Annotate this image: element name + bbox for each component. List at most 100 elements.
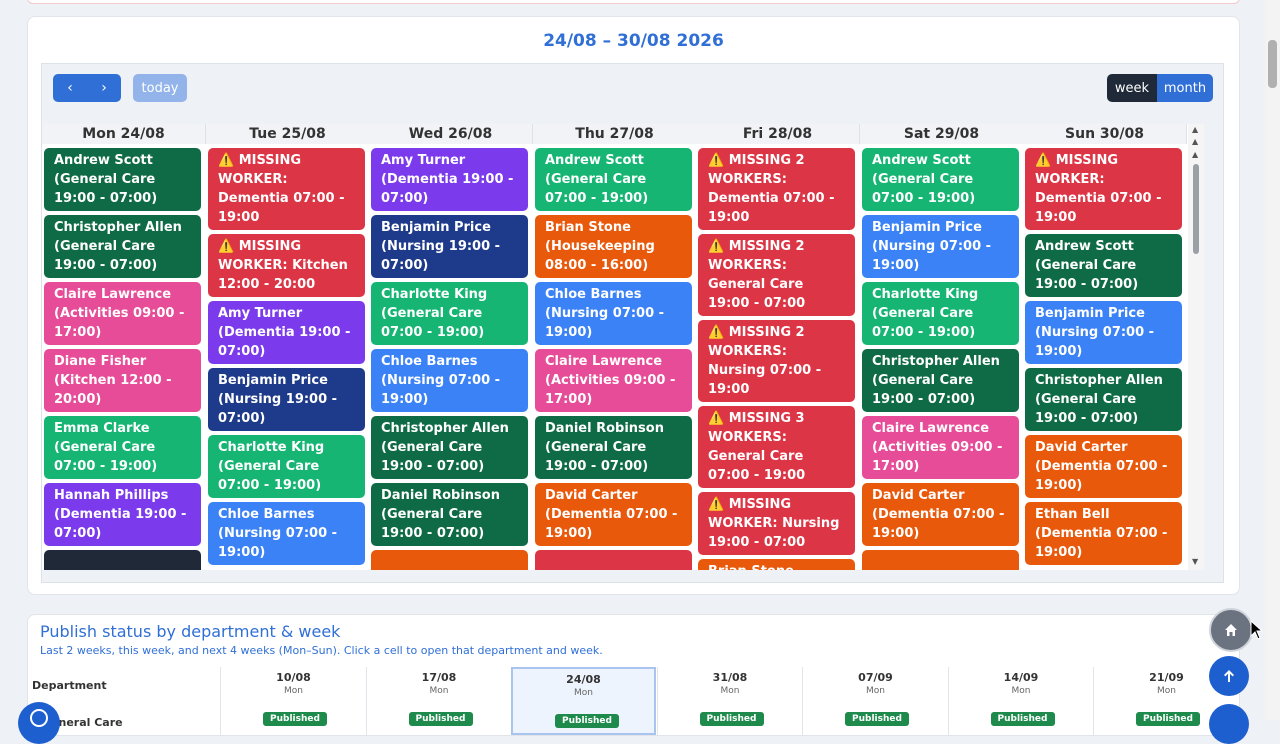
week-date: 21/09 xyxy=(1149,671,1184,684)
day-header: Mon 24/08 xyxy=(42,124,206,144)
shift-event[interactable]: Amy Turner (Dementia 19:00 - 07:00) xyxy=(208,301,365,364)
shift-event[interactable]: Christopher Allen (General Care 19:00 - … xyxy=(862,349,1019,412)
week-column[interactable]: 31/08 Mon Published xyxy=(656,667,803,735)
shift-event[interactable]: David Carter (Dementia 07:00 - 19:00) xyxy=(1025,435,1182,498)
scroll-up-arrow-icon[interactable]: ▲ xyxy=(1192,150,1199,159)
week-day: Mon xyxy=(429,686,449,696)
shift-event[interactable] xyxy=(535,550,692,570)
shift-event[interactable]: Emma Clarke (General Care 07:00 - 19:00) xyxy=(44,416,201,479)
shift-event[interactable]: Benjamin Price (Nursing 07:00 - 19:00) xyxy=(862,215,1019,278)
day-column: Andrew Scott (General Care 07:00 - 19:00… xyxy=(860,148,1021,570)
calendar-title: 24/08 – 30/08 2026 xyxy=(543,31,724,51)
chat-icon xyxy=(30,709,48,727)
shift-event[interactable]: David Carter (Dementia 07:00 - 19:00) xyxy=(535,483,692,546)
missing-shift-event[interactable]: ⚠️ MISSING 2 WORKERS: Nursing 07:00 - 19… xyxy=(698,320,855,402)
publish-status-card: Publish status by department & week Last… xyxy=(27,614,1240,736)
published-badge[interactable]: Published xyxy=(990,712,1055,726)
prev-week-button[interactable]: ‹ xyxy=(53,74,87,102)
shift-event[interactable]: Andrew Scott (General Care 07:00 - 19:00… xyxy=(862,148,1019,211)
shift-event[interactable]: Benjamin Price (Nursing 19:00 - 07:00) xyxy=(208,368,365,431)
day-column: Andrew Scott (General Care 07:00 - 19:00… xyxy=(533,148,694,570)
week-column[interactable]: 17/08 Mon Published xyxy=(365,667,512,735)
published-badge[interactable]: Published xyxy=(408,712,473,726)
shift-event[interactable]: Benjamin Price (Nursing 19:00 - 07:00) xyxy=(371,215,528,278)
shift-event[interactable]: Andrew Scott (General Care 19:00 - 07:00… xyxy=(44,148,201,211)
shift-event[interactable]: Charlotte King (General Care 07:00 - 19:… xyxy=(862,282,1019,345)
week-day: Mon xyxy=(866,686,885,696)
published-badge[interactable]: Published xyxy=(555,714,619,728)
shift-event[interactable]: Claire Lawrence (Activities 09:00 - 17:0… xyxy=(535,349,692,412)
shift-event[interactable]: Andrew Scott (General Care 19:00 - 07:00… xyxy=(1025,234,1182,297)
day-column: Andrew Scott (General Care 19:00 - 07:00… xyxy=(42,148,203,570)
week-column[interactable]: 14/09 Mon Published xyxy=(947,667,1094,735)
shift-event[interactable]: Claire Lawrence (Activities 09:00 - 17:0… xyxy=(862,416,1019,479)
shift-event[interactable]: Daniel Robinson (General Care 19:00 - 07… xyxy=(535,416,692,479)
day-header: Sat 29/08 xyxy=(860,124,1024,144)
top-card-edge xyxy=(27,0,1240,4)
shift-event[interactable]: Amy Turner (Dementia 19:00 - 07:00) xyxy=(371,148,528,211)
shift-event[interactable]: Brian Stone (Housekeeping 08:00 - 16:00) xyxy=(535,215,692,278)
chat-button[interactable] xyxy=(18,702,60,744)
shift-event[interactable]: Ethan Bell (Dementia 07:00 - 19:00) xyxy=(1025,502,1182,565)
next-week-button[interactable]: › xyxy=(87,74,121,102)
week-column[interactable]: 24/08 Mon Published xyxy=(511,667,656,735)
shift-event[interactable]: Charlotte King (General Care 07:00 - 19:… xyxy=(208,435,365,498)
shift-event[interactable]: Chloe Barnes (Nursing 07:00 - 19:00) xyxy=(208,502,365,565)
week-column[interactable]: 07/09 Mon Published xyxy=(802,667,948,735)
shift-event[interactable] xyxy=(44,550,201,570)
missing-shift-event[interactable]: ⚠️ MISSING 3 WORKERS: General Care 07:00… xyxy=(698,406,855,488)
shift-event[interactable] xyxy=(862,550,1019,570)
today-button[interactable]: today xyxy=(133,74,187,102)
published-badge[interactable]: Published xyxy=(845,712,909,726)
week-date: 24/08 xyxy=(566,673,601,686)
month-view-button[interactable]: month xyxy=(1157,74,1213,102)
missing-shift-event[interactable]: ⚠️ MISSING WORKER: Nursing 19:00 - 07:00 xyxy=(698,492,855,555)
page-scrollbar[interactable] xyxy=(1265,0,1280,720)
shift-event[interactable]: Hannah Phillips (Dementia 19:00 - 07:00) xyxy=(44,483,201,546)
shift-event[interactable]: Andrew Scott (General Care 07:00 - 19:00… xyxy=(535,148,692,211)
publish-subtitle: Last 2 weeks, this week, and next 4 week… xyxy=(40,644,603,657)
week-date: 17/08 xyxy=(421,671,457,684)
shift-event[interactable]: Daniel Robinson (General Care 19:00 - 07… xyxy=(371,483,528,546)
day-header: Tue 25/08 xyxy=(206,124,370,144)
page-scroll-thumb[interactable] xyxy=(1268,40,1277,88)
shift-event[interactable]: Brian Stone (Housekeeping 08:00 - 16:00) xyxy=(698,559,855,570)
shift-event[interactable]: Chloe Barnes (Nursing 07:00 - 19:00) xyxy=(371,349,528,412)
calendar-card: 24/08 – 30/08 2026 ‹ › today week month … xyxy=(27,16,1240,595)
missing-shift-event[interactable]: ⚠️ MISSING WORKER: Dementia 07:00 - 19:0… xyxy=(1025,148,1182,230)
shift-event[interactable] xyxy=(371,550,528,570)
published-badge[interactable]: Published xyxy=(263,712,327,726)
week-day: Mon xyxy=(574,688,593,698)
shift-event[interactable]: Christopher Allen (General Care 19:00 - … xyxy=(371,416,528,479)
missing-shift-event[interactable]: ⚠️ MISSING 2 WORKERS: General Care 19:00… xyxy=(698,234,855,316)
action-button[interactable] xyxy=(1209,704,1249,744)
shift-event[interactable]: Chloe Barnes (Nursing 07:00 - 19:00) xyxy=(535,282,692,345)
published-badge[interactable]: Published xyxy=(1136,712,1200,726)
missing-shift-event[interactable]: ⚠️ MISSING WORKER: Kitchen 12:00 - 20:00 xyxy=(208,234,365,297)
missing-shift-event[interactable]: ⚠️ MISSING 2 WORKERS: Dementia 07:00 - 1… xyxy=(698,148,855,230)
home-button[interactable] xyxy=(1209,608,1253,652)
calendar-scrollbar[interactable]: ▲ ▲ ▲ ▼ xyxy=(1188,124,1204,570)
shift-event[interactable]: Charlotte King (General Care 07:00 - 19:… xyxy=(371,282,528,345)
week-column[interactable]: 10/08 Mon Published xyxy=(220,667,366,735)
shift-event[interactable]: Benjamin Price (Nursing 07:00 - 19:00) xyxy=(1025,301,1182,364)
day-column: ⚠️ MISSING WORKER: Dementia 07:00 - 19:0… xyxy=(1023,148,1184,569)
arrow-up-icon xyxy=(1224,670,1234,682)
shift-event[interactable]: Christopher Allen (General Care 19:00 - … xyxy=(1025,368,1182,431)
shift-event[interactable]: Claire Lawrence (Activities 09:00 - 17:0… xyxy=(44,282,201,345)
scroll-down-arrow-icon[interactable]: ▼ xyxy=(1192,557,1199,566)
week-date: 10/08 xyxy=(276,671,311,684)
scroll-thumb[interactable] xyxy=(1193,164,1199,254)
shift-event[interactable]: David Carter (Dementia 07:00 - 19:00) xyxy=(862,483,1019,546)
day-column: Amy Turner (Dementia 19:00 - 07:00) Benja… xyxy=(369,148,530,570)
scroll-up-arrow-icon[interactable]: ▲ xyxy=(1192,137,1199,146)
week-view-button[interactable]: week xyxy=(1107,74,1157,102)
week-date: 14/09 xyxy=(1003,671,1039,684)
shift-event[interactable]: Diane Fisher (Kitchen 12:00 - 20:00) xyxy=(44,349,201,412)
day-header: Fri 28/08 xyxy=(696,124,860,144)
scroll-up-arrow-icon[interactable]: ▲ xyxy=(1192,125,1199,134)
published-badge[interactable]: Published xyxy=(699,712,764,726)
missing-shift-event[interactable]: ⚠️ MISSING WORKER: Dementia 07:00 - 19:0… xyxy=(208,148,365,230)
shift-event[interactable]: Christopher Allen (General Care 19:00 - … xyxy=(44,215,201,278)
scroll-to-top-button[interactable] xyxy=(1209,656,1249,696)
